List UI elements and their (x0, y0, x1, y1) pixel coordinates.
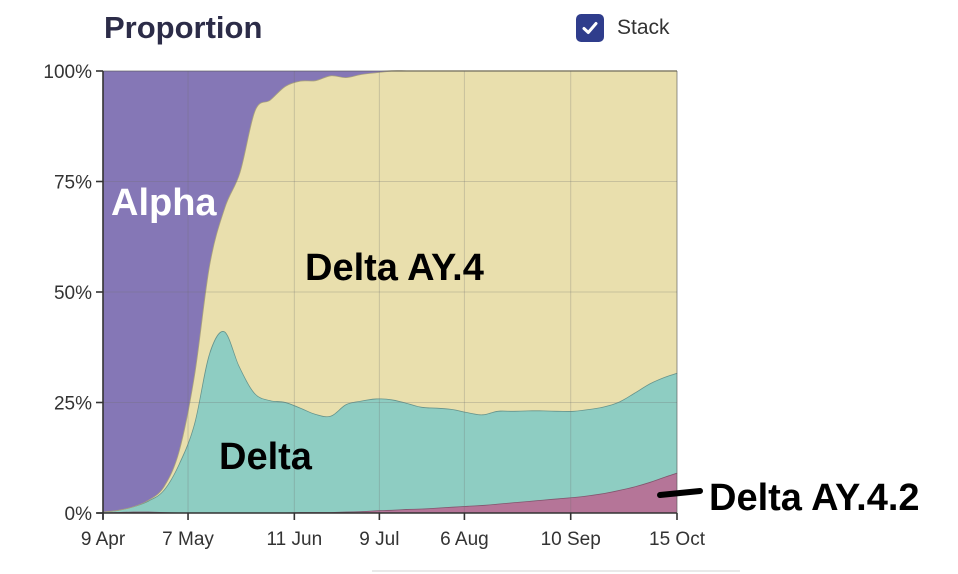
x-tick-label: 9 Apr (81, 529, 126, 550)
x-tick-label: 6 Aug (440, 529, 489, 550)
area-alpha (103, 70, 677, 512)
y-tick-label: 25% (54, 394, 92, 415)
x-tick-label: 10 Sep (541, 529, 601, 550)
y-tick-label: 100% (43, 62, 92, 83)
y-tick-label: 75% (54, 173, 92, 194)
chart-title: Proportion (104, 10, 263, 45)
area-delta (103, 331, 677, 513)
x-tick-label: 9 Jul (359, 529, 399, 550)
x-tick-label: 15 Oct (649, 529, 706, 550)
label-alpha: Alpha (111, 182, 217, 224)
y-tick-label: 50% (54, 283, 92, 304)
x-tick-label: 11 Jun (267, 529, 323, 550)
label-delta-ay-4: Delta AY.4 (305, 247, 484, 289)
label-delta: Delta (219, 436, 313, 478)
axes: 0% 25% 50% 75% 100% 9 Apr 7 May 11 Jun 9 Jul 6 Au… (43, 62, 705, 550)
stack-label: Stack (617, 16, 670, 39)
checkmark-icon (582, 22, 598, 34)
series-labels: Alpha Delta AY.4 Delta Delta AY.4.2 (111, 182, 920, 519)
stack-checkbox[interactable] (576, 14, 604, 42)
label-delta-ay-4-2: Delta AY.4.2 (709, 477, 920, 519)
x-tick-label: 7 May (162, 529, 214, 550)
stack-toggle[interactable]: Stack (576, 14, 670, 42)
y-tick-label: 0% (65, 504, 93, 525)
area-delta-ay-4 (103, 70, 677, 512)
area-delta-ay-4-2 (103, 472, 677, 513)
delta-ay42-pointer (657, 488, 703, 498)
divider (372, 570, 740, 572)
